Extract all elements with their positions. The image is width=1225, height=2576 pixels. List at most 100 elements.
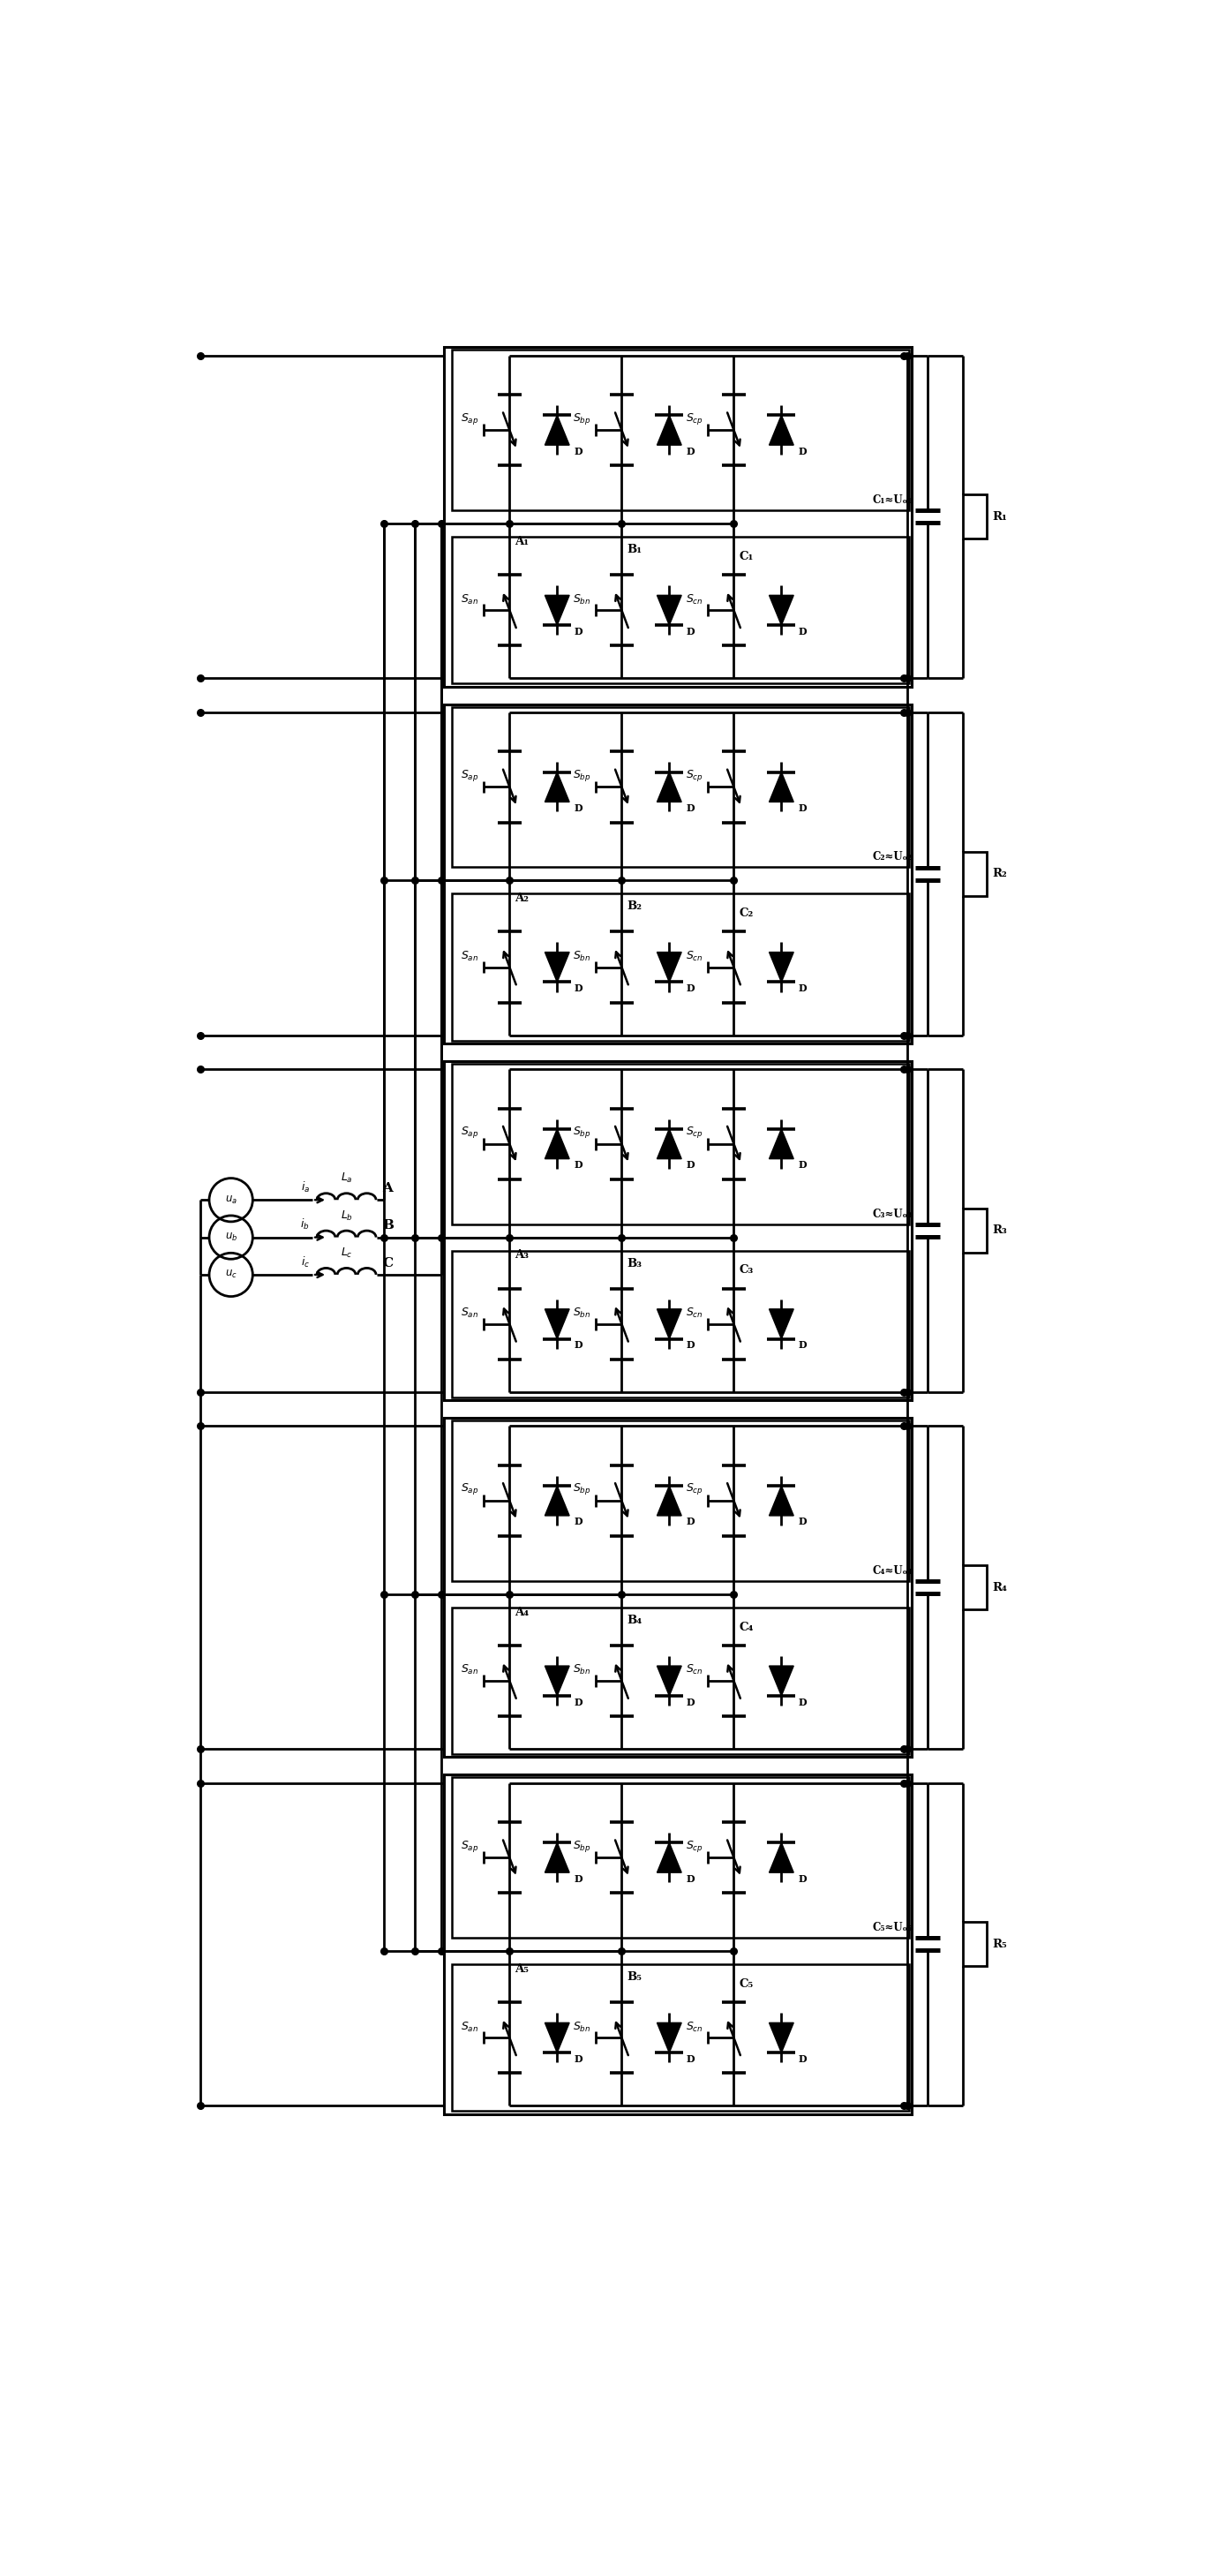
Text: D: D xyxy=(799,1873,806,1883)
Text: D: D xyxy=(686,446,695,456)
Text: D: D xyxy=(799,446,806,456)
Polygon shape xyxy=(769,1128,794,1159)
Polygon shape xyxy=(657,595,681,626)
Text: $S_{cp}$: $S_{cp}$ xyxy=(686,1839,703,1855)
Text: C₂≈Uₒ₂: C₂≈Uₒ₂ xyxy=(872,850,913,863)
Text: C₃≈Uₒ₃: C₃≈Uₒ₃ xyxy=(872,1208,913,1218)
Text: $S_{ap}$: $S_{ap}$ xyxy=(461,1839,479,1855)
Text: C₁≈Uₒ₁: C₁≈Uₒ₁ xyxy=(872,495,913,505)
Text: D: D xyxy=(573,1517,582,1528)
Text: $S_{ap}$: $S_{ap}$ xyxy=(461,768,479,783)
Polygon shape xyxy=(545,953,570,981)
Text: D: D xyxy=(686,804,695,814)
Polygon shape xyxy=(769,1309,794,1340)
Text: $i_a$: $i_a$ xyxy=(300,1180,310,1195)
Polygon shape xyxy=(545,1667,570,1695)
Polygon shape xyxy=(545,415,570,446)
Text: $i_c$: $i_c$ xyxy=(301,1255,310,1270)
Text: A₂: A₂ xyxy=(514,894,529,904)
Bar xyxy=(963,853,987,896)
Polygon shape xyxy=(657,1309,681,1340)
Text: A₃: A₃ xyxy=(514,1249,529,1262)
Bar xyxy=(443,1061,911,1401)
Text: $L_c$: $L_c$ xyxy=(341,1247,353,1260)
Polygon shape xyxy=(769,1667,794,1695)
Text: $S_{cn}$: $S_{cn}$ xyxy=(686,1306,703,1319)
Text: $u_b$: $u_b$ xyxy=(224,1231,238,1244)
Text: D: D xyxy=(799,1340,806,1350)
Text: D: D xyxy=(799,804,806,814)
Text: A₅: A₅ xyxy=(514,1963,529,1976)
Text: C: C xyxy=(382,1257,393,1270)
Text: C₄≈Uₒ₄: C₄≈Uₒ₄ xyxy=(872,1566,913,1577)
Text: $L_b$: $L_b$ xyxy=(341,1208,353,1224)
Text: D: D xyxy=(686,1159,695,1170)
Bar xyxy=(452,536,909,683)
Text: D: D xyxy=(573,1159,582,1170)
Polygon shape xyxy=(657,953,681,981)
Text: $S_{cn}$: $S_{cn}$ xyxy=(686,592,703,605)
Text: D: D xyxy=(686,2053,695,2063)
Text: C₃: C₃ xyxy=(739,1265,753,1275)
Text: B: B xyxy=(382,1218,394,1231)
Text: $S_{ap}$: $S_{ap}$ xyxy=(461,1481,479,1497)
Polygon shape xyxy=(769,2022,794,2053)
Text: B₄: B₄ xyxy=(627,1615,642,1625)
Text: $S_{cp}$: $S_{cp}$ xyxy=(686,768,703,783)
Polygon shape xyxy=(769,415,794,446)
Bar xyxy=(452,1249,909,1396)
Text: B₃: B₃ xyxy=(627,1257,642,1270)
Text: D: D xyxy=(573,626,582,636)
Bar xyxy=(963,1208,987,1252)
Text: D: D xyxy=(686,1517,695,1528)
Text: $u_c$: $u_c$ xyxy=(225,1270,238,1280)
Text: $S_{an}$: $S_{an}$ xyxy=(461,1664,479,1677)
Text: C₄: C₄ xyxy=(739,1620,753,1633)
Text: R₃: R₃ xyxy=(992,1224,1007,1236)
Text: D: D xyxy=(686,1873,695,1883)
Text: C₁: C₁ xyxy=(739,551,753,562)
Text: A₁: A₁ xyxy=(514,536,529,546)
Text: D: D xyxy=(573,446,582,456)
Text: $S_{bp}$: $S_{bp}$ xyxy=(573,412,592,425)
Text: D: D xyxy=(799,1698,806,1708)
Text: D: D xyxy=(573,1698,582,1708)
Text: $S_{bp}$: $S_{bp}$ xyxy=(573,768,592,783)
Text: C₅≈Uₒ₅: C₅≈Uₒ₅ xyxy=(872,1922,913,1935)
Bar xyxy=(452,1419,909,1582)
Polygon shape xyxy=(657,415,681,446)
Text: A: A xyxy=(382,1182,393,1195)
Text: $S_{an}$: $S_{an}$ xyxy=(461,951,479,963)
Bar xyxy=(963,495,987,538)
Bar xyxy=(443,1417,911,1757)
Bar xyxy=(452,894,909,1041)
Text: R₂: R₂ xyxy=(992,868,1007,878)
Text: $S_{cp}$: $S_{cp}$ xyxy=(686,1126,703,1139)
Polygon shape xyxy=(545,2022,570,2053)
Text: $S_{bp}$: $S_{bp}$ xyxy=(573,1839,592,1855)
Text: D: D xyxy=(573,804,582,814)
Text: D: D xyxy=(799,1517,806,1528)
Bar xyxy=(452,1064,909,1224)
Polygon shape xyxy=(769,1842,794,1873)
Text: B₁: B₁ xyxy=(627,544,642,556)
Polygon shape xyxy=(657,773,681,801)
Bar xyxy=(452,1607,909,1754)
Polygon shape xyxy=(657,1842,681,1873)
Bar xyxy=(963,1566,987,1610)
Polygon shape xyxy=(769,595,794,626)
Text: B₂: B₂ xyxy=(627,902,642,912)
Polygon shape xyxy=(769,773,794,801)
Text: $S_{ap}$: $S_{ap}$ xyxy=(461,412,479,425)
Text: R₅: R₅ xyxy=(992,1940,1007,1950)
Text: $S_{bp}$: $S_{bp}$ xyxy=(573,1481,592,1497)
Text: D: D xyxy=(686,984,695,994)
Text: D: D xyxy=(573,2053,582,2063)
Polygon shape xyxy=(545,1486,570,1515)
Polygon shape xyxy=(545,1128,570,1159)
Text: A₄: A₄ xyxy=(514,1607,529,1618)
Polygon shape xyxy=(769,953,794,981)
Text: C₅: C₅ xyxy=(739,1978,753,1989)
Bar xyxy=(452,1777,909,1937)
Text: $S_{bn}$: $S_{bn}$ xyxy=(573,2020,592,2032)
